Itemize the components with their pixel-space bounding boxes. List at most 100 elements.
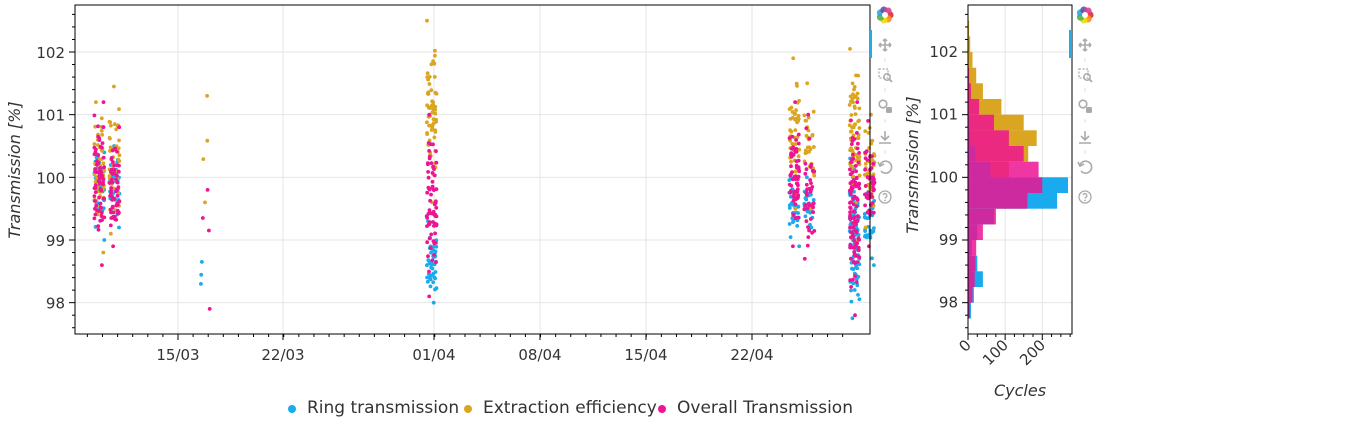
box-zoom-icon[interactable]: [878, 68, 893, 83]
data-point: [806, 235, 811, 240]
pan-icon[interactable]: [878, 38, 892, 52]
data-point: [112, 163, 117, 168]
data-point: [109, 186, 113, 190]
data-point: [107, 119, 112, 124]
data-point: [803, 171, 808, 176]
bokeh-logo-icon[interactable]: [876, 6, 894, 24]
data-point: [94, 100, 98, 104]
data-point: [98, 166, 103, 170]
hist-bar: [968, 146, 1024, 162]
data-point: [791, 56, 796, 61]
data-point: [866, 196, 870, 201]
x-tick-label: 15/04: [624, 346, 667, 364]
data-point: [796, 117, 801, 121]
data-point: [200, 260, 204, 264]
data-point: [432, 167, 436, 172]
data-point: [856, 119, 861, 124]
data-point: [434, 187, 439, 192]
help-icon[interactable]: [878, 190, 892, 204]
data-point: [851, 225, 856, 230]
data-point: [96, 227, 101, 232]
data-point: [857, 237, 861, 242]
wheel-zoom-icon[interactable]: [878, 99, 892, 113]
data-point: [872, 226, 876, 231]
pan-icon[interactable]: [1078, 38, 1092, 52]
data-point: [430, 186, 435, 190]
data-point: [430, 179, 435, 184]
data-point: [855, 131, 859, 135]
data-point: [795, 187, 800, 192]
data-point: [863, 225, 868, 230]
data-point: [793, 128, 798, 133]
data-point: [807, 149, 811, 154]
data-point: [794, 138, 798, 142]
help-icon[interactable]: [1078, 190, 1092, 204]
data-point: [102, 196, 106, 201]
data-point: [108, 207, 113, 212]
legend-label: Ring transmission: [307, 398, 459, 418]
data-point: [852, 250, 857, 255]
data-point: [100, 218, 104, 223]
save-icon[interactable]: [879, 131, 891, 144]
box-zoom-icon[interactable]: [1078, 68, 1093, 83]
data-point: [793, 206, 798, 211]
data-point: [114, 127, 119, 132]
data-point: [855, 146, 860, 151]
data-point: [426, 141, 431, 145]
bokeh-logo-icon[interactable]: [1076, 6, 1094, 24]
hist-bar: [968, 52, 973, 68]
data-point: [93, 190, 98, 195]
reset-icon[interactable]: [1077, 160, 1093, 174]
data-point: [796, 158, 801, 163]
wheel-zoom-icon[interactable]: [1078, 99, 1092, 113]
legend-item[interactable]: Ring transmission: [288, 398, 459, 418]
data-point: [863, 167, 867, 172]
data-point: [205, 94, 210, 98]
data-point: [428, 284, 433, 289]
data-point: [108, 231, 113, 236]
hist-series-overall-transmission: [968, 67, 1043, 319]
data-point: [117, 163, 121, 168]
chart-legend: Ring transmission Extraction efficiency Ov…: [288, 398, 853, 418]
data-point: [789, 189, 793, 193]
data-point: [789, 172, 793, 177]
y-tick-label: 99: [46, 232, 65, 250]
data-point: [430, 171, 435, 175]
data-point: [849, 288, 853, 293]
scatter-plot[interactable]: 98 99 100 101 102 15/03 22/03 01/04 08/04 15/04 2…: [5, 4, 877, 364]
hist-bar: [968, 67, 970, 84]
data-point: [852, 209, 857, 214]
data-point: [97, 181, 102, 186]
data-point: [426, 170, 430, 174]
data-point: [107, 181, 112, 185]
data-point: [795, 177, 800, 182]
legend-item[interactable]: Overall Transmission: [658, 398, 853, 418]
data-point: [856, 160, 861, 165]
save-icon[interactable]: [1079, 131, 1091, 144]
data-point: [102, 165, 106, 169]
data-point: [425, 190, 430, 195]
data-point: [92, 142, 97, 146]
data-point: [811, 205, 815, 210]
data-point: [849, 129, 854, 134]
data-point: [200, 216, 205, 220]
reset-icon[interactable]: [877, 160, 893, 174]
data-point: [794, 181, 799, 186]
data-point: [201, 157, 206, 162]
data-point: [849, 230, 853, 235]
data-point: [850, 245, 855, 250]
data-point: [851, 92, 855, 97]
legend-label: Extraction efficiency: [483, 398, 657, 418]
data-point: [432, 135, 437, 140]
data-point: [789, 183, 794, 188]
data-point: [855, 283, 860, 288]
data-point: [101, 161, 106, 166]
data-point: [431, 117, 436, 122]
data-point: [93, 199, 97, 203]
legend-item[interactable]: Extraction efficiency: [464, 398, 657, 418]
data-point: [796, 154, 801, 159]
data-point: [110, 204, 115, 209]
data-point: [850, 96, 855, 101]
data-point: [870, 194, 874, 199]
